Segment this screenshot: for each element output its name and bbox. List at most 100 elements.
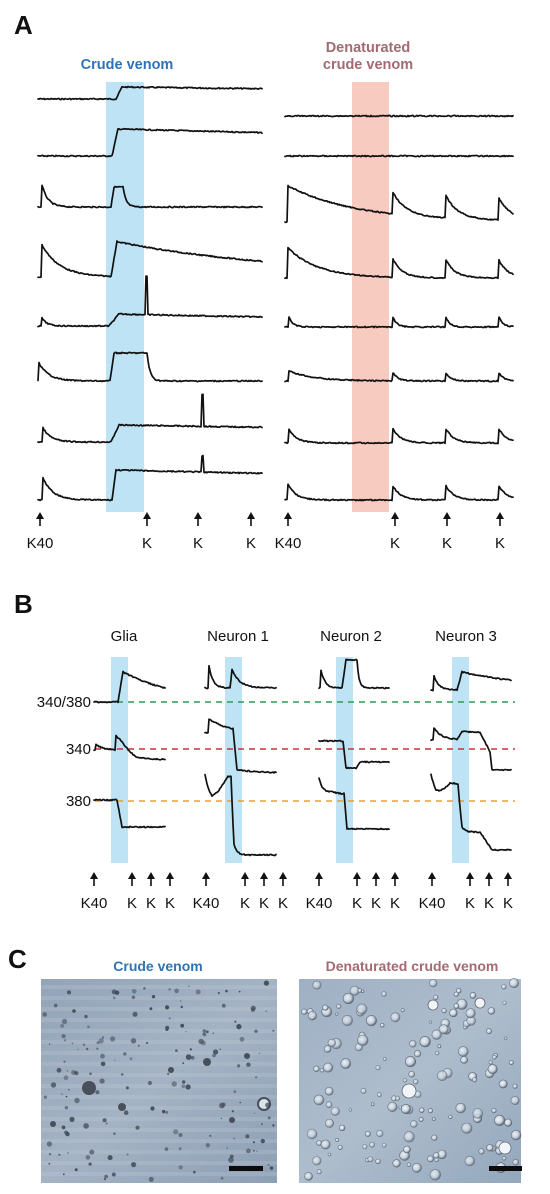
panel-b-traces bbox=[93, 658, 512, 857]
arrow-b-1-3-icon bbox=[147, 872, 155, 879]
trace-a-crude-5 bbox=[37, 275, 263, 328]
arrow-b-2-1-label: K40 bbox=[193, 895, 220, 912]
trace-a-denatured-4 bbox=[284, 246, 514, 280]
panel-b-highlight-glia bbox=[111, 657, 128, 863]
panel-c-letter: C bbox=[8, 944, 27, 974]
panel-a-right-title-line2: crude venom bbox=[323, 57, 413, 73]
arrow-b-3-1-icon bbox=[315, 872, 323, 879]
trace-b-neuron-1-2 bbox=[204, 718, 277, 774]
arrow-a-left-3-icon bbox=[194, 512, 202, 519]
arrow-a-left-4-icon bbox=[247, 512, 255, 519]
arrow-b-4-1-icon bbox=[428, 872, 436, 879]
panel-b-column-neuron-2: Neuron 2 bbox=[320, 628, 382, 645]
arrow-b-1-2-label: K bbox=[127, 895, 137, 912]
trace-b-neuron-1-1 bbox=[204, 664, 277, 690]
arrow-b-3-1-label: K40 bbox=[306, 895, 333, 912]
trace-a-crude-3 bbox=[37, 184, 263, 209]
trace-a-crude-6 bbox=[37, 351, 263, 383]
trace-b-neuron-2-3 bbox=[318, 777, 390, 831]
trace-b-neuron-2-1 bbox=[318, 658, 390, 690]
arrow-a-right-1-icon bbox=[284, 512, 292, 519]
arrow-b-3-2-label: K bbox=[352, 895, 362, 912]
panel-b-highlight-neuron-1 bbox=[225, 657, 242, 863]
arrow-b-1-2-icon bbox=[128, 872, 136, 879]
trace-a-denatured-6 bbox=[284, 369, 514, 383]
label-380: 380 bbox=[66, 793, 91, 810]
scale-bar-right bbox=[489, 1166, 522, 1171]
arrow-b-4-3-label: K bbox=[484, 895, 494, 912]
arrow-b-3-4-icon bbox=[391, 872, 399, 879]
arrow-a-right-2-label: K bbox=[390, 535, 400, 552]
micrograph-denatured-venom bbox=[299, 978, 522, 1183]
trace-a-crude-4 bbox=[37, 240, 263, 279]
trace-b-neuron-1-3 bbox=[204, 773, 277, 857]
arrow-b-2-3-label: K bbox=[259, 895, 269, 912]
arrow-a-left-2-icon bbox=[143, 512, 151, 519]
arrow-a-right-1-label: K40 bbox=[275, 535, 302, 552]
arrow-b-2-4-icon bbox=[279, 872, 287, 879]
trace-b-neuron-2-2 bbox=[318, 739, 390, 770]
arrow-a-left-3-label: K bbox=[193, 535, 203, 552]
arrow-b-3-4-label: K bbox=[390, 895, 400, 912]
arrow-b-4-3-icon bbox=[485, 872, 493, 879]
micrograph-crude-venom bbox=[41, 979, 277, 1183]
trace-a-denatured-7 bbox=[284, 427, 514, 445]
panel-a-left-title: Crude venom bbox=[81, 57, 174, 73]
arrow-a-right-4-icon bbox=[496, 512, 504, 519]
panel-a-arrows: K40 K K K K40 K K K bbox=[27, 512, 505, 552]
arrow-a-left-1-label: K40 bbox=[27, 535, 54, 552]
panel-a-right-highlight bbox=[352, 82, 389, 512]
trace-a-denatured-1 bbox=[284, 114, 514, 118]
trace-b-neuron-3-1 bbox=[430, 670, 512, 692]
arrow-b-1-4-label: K bbox=[165, 895, 175, 912]
panel-b-column-glia: Glia bbox=[111, 628, 138, 645]
panel-b-highlight-neuron-3 bbox=[452, 657, 469, 863]
trace-a-crude-1 bbox=[37, 85, 263, 101]
arrow-a-left-4-label: K bbox=[246, 535, 256, 552]
arrow-b-3-3-label: K bbox=[371, 895, 381, 912]
trace-b-neuron-3-2 bbox=[430, 727, 512, 772]
panel-b-letter: B bbox=[14, 589, 33, 619]
trace-a-denatured-8 bbox=[284, 483, 514, 502]
arrow-b-1-1-label: K40 bbox=[81, 895, 108, 912]
panel-a-right-title-line1: Denaturated bbox=[326, 40, 411, 56]
trace-a-crude-2 bbox=[37, 127, 263, 158]
arrow-a-left-1-icon bbox=[36, 512, 44, 519]
arrow-b-1-3-label: K bbox=[146, 895, 156, 912]
arrow-a-right-4-label: K bbox=[495, 535, 505, 552]
arrow-a-left-2-label: K bbox=[142, 535, 152, 552]
panel-a-letter: A bbox=[14, 10, 33, 40]
arrow-b-3-3-icon bbox=[372, 872, 380, 879]
panel-c-left-title: Crude venom bbox=[113, 958, 202, 974]
trace-b-glia-1 bbox=[93, 670, 166, 704]
panel-c-right-title: Denaturated crude venom bbox=[326, 958, 499, 974]
arrow-b-2-4-label: K bbox=[278, 895, 288, 912]
trace-a-denatured-5 bbox=[284, 316, 514, 329]
arrow-a-right-2-icon bbox=[391, 512, 399, 519]
arrow-b-2-1-icon bbox=[202, 872, 210, 879]
arrow-b-4-4-label: K bbox=[503, 895, 513, 912]
arrow-b-4-4-icon bbox=[504, 872, 512, 879]
arrow-b-3-2-icon bbox=[353, 872, 361, 879]
trace-b-neuron-3-3 bbox=[430, 773, 512, 852]
scale-bar-left bbox=[229, 1166, 263, 1171]
arrow-a-right-3-icon bbox=[443, 512, 451, 519]
trace-a-crude-7 bbox=[37, 393, 263, 444]
arrow-b-2-2-label: K bbox=[240, 895, 250, 912]
trace-b-glia-3 bbox=[93, 798, 166, 829]
panel-a-left-highlight bbox=[106, 82, 144, 512]
arrow-b-1-4-icon bbox=[166, 872, 174, 879]
arrow-a-right-3-label: K bbox=[442, 535, 452, 552]
trace-b-glia-2 bbox=[93, 734, 166, 761]
arrow-b-1-1-icon bbox=[90, 872, 98, 879]
panel-a-traces bbox=[37, 85, 514, 502]
arrow-b-2-3-icon bbox=[260, 872, 268, 879]
trace-a-crude-8 bbox=[37, 454, 263, 502]
label-340: 340 bbox=[66, 741, 91, 758]
panel-b-column-neuron-1: Neuron 1 bbox=[207, 628, 269, 645]
arrow-b-4-1-label: K40 bbox=[419, 895, 446, 912]
arrow-b-4-2-icon bbox=[466, 872, 474, 879]
trace-a-denatured-2 bbox=[284, 154, 514, 158]
panel-b-arrows: K40 K K K K40 K K K K40 K K K K40 K K K bbox=[81, 872, 513, 912]
